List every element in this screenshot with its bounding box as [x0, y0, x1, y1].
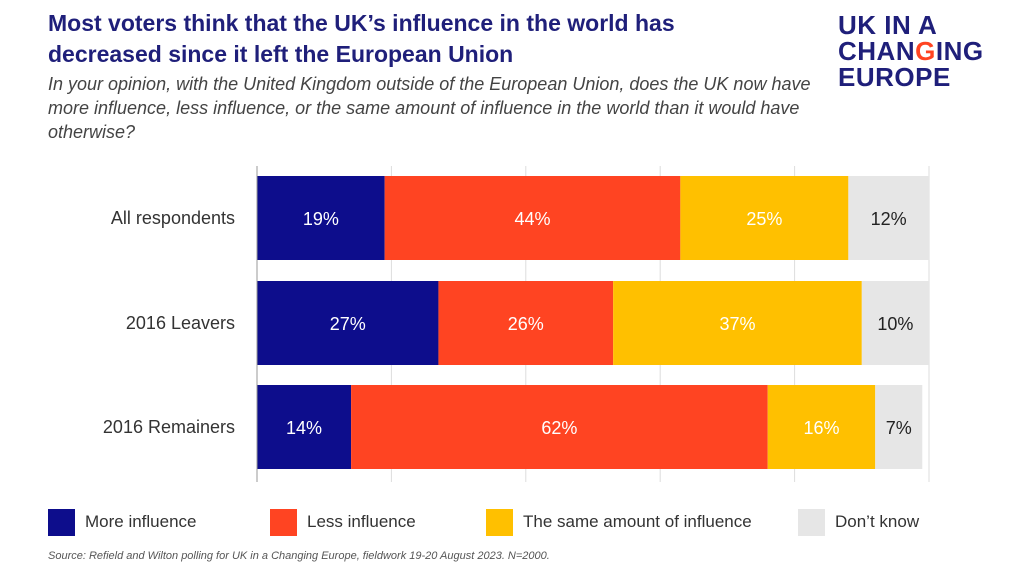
bar-segment: [875, 385, 923, 469]
chart-subtitle: In your opinion, with the United Kingdom…: [48, 74, 811, 142]
category-label: 2016 Leavers: [126, 313, 235, 333]
brand-logo: UK IN A CHANGING EUROPE: [838, 12, 1018, 90]
legend-swatch: [48, 508, 75, 536]
data-label: 16%: [803, 418, 839, 438]
logo-line-2-accent: G: [915, 36, 936, 66]
stacked-bar-chart: All respondents 19% 44% 25% 12% 2016 Leavers 2…: [103, 166, 930, 482]
bar-segment: [848, 176, 929, 260]
legend-swatch: [270, 508, 297, 536]
legend-label: More influence: [85, 512, 197, 531]
legend-item: The same amount of influence: [486, 508, 752, 536]
legend-swatch: [798, 508, 825, 536]
data-label: 26%: [508, 314, 544, 334]
data-label: 7%: [886, 418, 912, 438]
chart-legend: More influence Less influence The same amo…: [48, 508, 988, 538]
bar-segment: [438, 281, 614, 365]
data-label: 27%: [330, 314, 366, 334]
bar-segment: [351, 385, 768, 469]
logo-line-1: UK IN A: [838, 10, 938, 40]
chart-title: Most voters think that the UK’s influenc…: [48, 10, 675, 67]
data-label: 12%: [871, 209, 907, 229]
data-label: 44%: [515, 209, 551, 229]
legend-label: Don’t know: [835, 512, 920, 531]
data-label: 19%: [303, 209, 339, 229]
data-label: 25%: [746, 209, 782, 229]
legend-swatch: [486, 508, 513, 536]
logo-line-2-end: ING: [935, 36, 984, 66]
bar-segment: [384, 176, 681, 260]
logo-line-2: CHANGING: [838, 38, 1018, 64]
category-label: 2016 Remainers: [103, 417, 235, 437]
bar-segment: [257, 281, 439, 365]
legend-item: More influence: [48, 508, 197, 536]
bar-segment: [861, 281, 929, 365]
bar-segment: [680, 176, 849, 260]
legend-item: Don’t know: [798, 508, 919, 536]
logo-line-2-start: CHAN: [838, 36, 916, 66]
data-label: 14%: [286, 418, 322, 438]
source-note: Source: Refield and Wilton polling for U…: [48, 550, 550, 562]
category-label: All respondents: [111, 208, 235, 228]
data-label: 62%: [541, 418, 577, 438]
bar-segment: [613, 281, 862, 365]
bar-segment: [257, 176, 385, 260]
legend-label: Less influence: [307, 512, 416, 531]
legend-label: The same amount of influence: [523, 512, 752, 531]
bar-segment: [257, 385, 352, 469]
data-label: 10%: [877, 314, 913, 334]
bar-segment: [767, 385, 876, 469]
logo-line-3: EUROPE: [838, 62, 951, 92]
data-label: 37%: [719, 314, 755, 334]
legend-item: Less influence: [270, 508, 416, 536]
